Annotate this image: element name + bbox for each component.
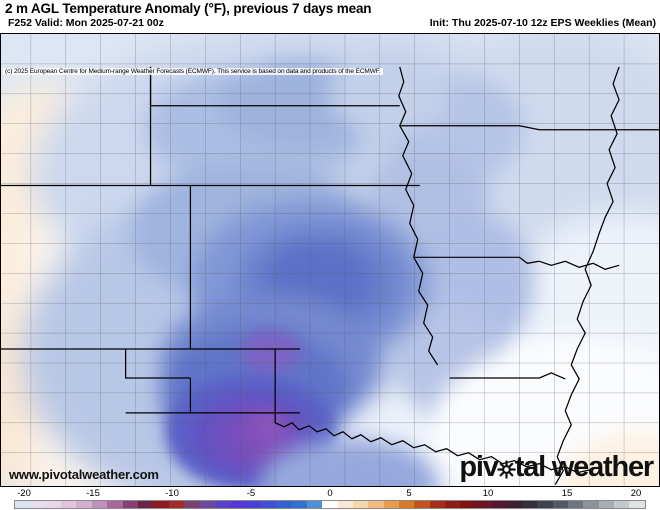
- colorbar-swatch: [91, 501, 108, 508]
- colorbar-swatch: [199, 501, 215, 508]
- colorbar-swatch: [183, 501, 200, 508]
- colorbar-swatch: [122, 501, 138, 508]
- colorbar-swatch: [629, 501, 645, 508]
- colorbar-swatch: [368, 501, 384, 508]
- colorbar-swatch: [276, 501, 292, 508]
- colorbar-swatch: [567, 501, 584, 508]
- colorbar-swatch: [76, 501, 92, 508]
- pivotal-weather-logo: piv tal weather: [459, 451, 655, 484]
- colorbar-tick: -15: [86, 488, 100, 499]
- header: 2 m AGL Temperature Anomaly (°F), previo…: [0, 0, 660, 33]
- colorbar-swatch: [398, 501, 415, 508]
- ecmwf-credit: (c) 2025 European Centre for Medium-rang…: [3, 68, 383, 75]
- colorbar-tick: 5: [406, 488, 412, 499]
- colorbar-swatch: [552, 501, 568, 508]
- page-title: 2 m AGL Temperature Anomaly (°F), previo…: [5, 1, 372, 16]
- colorbar-swatch: [168, 501, 184, 508]
- logo-text-part2: tal weather: [514, 451, 655, 483]
- colorbar-swatch: [61, 501, 77, 508]
- colorbar-tick-labels: -20 -15 -10 -5 0 5 10 15 20: [0, 488, 660, 500]
- colorbar-swatch: [445, 501, 461, 508]
- colorbar-legend: -20 -15 -10 -5 0 5 10 15 20: [0, 488, 660, 510]
- colorbar-swatch: [414, 501, 430, 508]
- colorbar-swatch: [352, 501, 369, 508]
- colorbar-swatch: [583, 501, 599, 508]
- colorbar-swatch: [214, 501, 231, 508]
- colorbar-swatch: [153, 501, 169, 508]
- colorbar-swatch: [383, 501, 399, 508]
- logo-text-part1: piv: [459, 451, 499, 483]
- colorbar-swatch: [291, 501, 307, 508]
- site-watermark: www.pivotalweather.com: [9, 467, 159, 482]
- colorbar-swatch: [230, 501, 246, 508]
- star-icon: [497, 460, 516, 479]
- colorbar-swatch: [306, 501, 323, 508]
- colorbar-swatch: [30, 501, 46, 508]
- map-canvas[interactable]: (c) 2025 European Centre for Medium-rang…: [0, 33, 660, 487]
- colorbar-swatch: [598, 501, 615, 508]
- colorbar-tick: 20: [630, 488, 642, 499]
- county-boundaries: [1, 34, 659, 486]
- colorbar-swatch: [429, 501, 446, 508]
- colorbar-swatch: [15, 501, 31, 508]
- colorbar-swatch: [537, 501, 553, 508]
- colorbar-tick: 15: [561, 488, 573, 499]
- colorbar-swatch: [107, 501, 123, 508]
- colorbar-swatch: [137, 501, 154, 508]
- valid-time-label: F252 Valid: Mon 2025-07-21 00z: [8, 17, 164, 29]
- state-boundaries: [1, 66, 659, 485]
- colorbar-swatch: [245, 501, 261, 508]
- colorbar-swatch: [45, 501, 62, 508]
- colorbar-swatch: [475, 501, 492, 508]
- colorbar-tick: -5: [246, 488, 256, 499]
- colorbar-swatch: [521, 501, 538, 508]
- colorbar-tick: -20: [17, 488, 31, 499]
- colorbar-swatch: [460, 501, 476, 508]
- colorbar-tick: -10: [165, 488, 179, 499]
- colorbar-tick: 0: [327, 488, 333, 499]
- init-time-label: Init: Thu 2025-07-10 12z EPS Weeklies (M…: [429, 17, 656, 29]
- colorbar-swatch: [491, 501, 507, 508]
- colorbar-swatch: [614, 501, 630, 508]
- colorbar-tick: 10: [482, 488, 494, 499]
- colorbar-swatch: [337, 501, 353, 508]
- colorbar-swatch: [260, 501, 277, 508]
- colorbar-gradient: [14, 500, 646, 509]
- colorbar-swatch: [506, 501, 522, 508]
- colorbar-swatch: [322, 501, 338, 508]
